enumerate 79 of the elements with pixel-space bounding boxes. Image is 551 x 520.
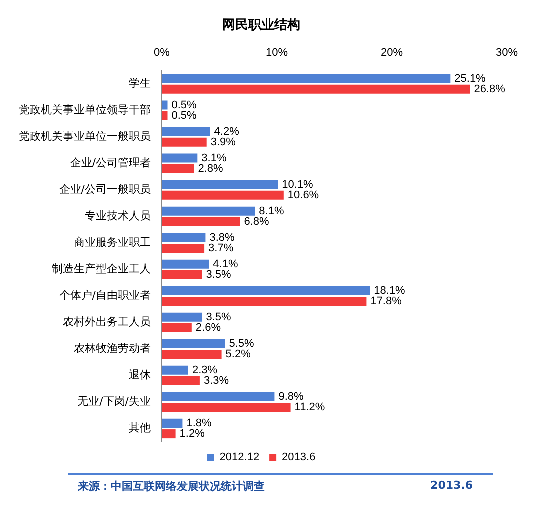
data-label: 3.7% xyxy=(208,242,234,254)
data-label: 2.3% xyxy=(192,364,218,376)
bar xyxy=(162,74,451,84)
y-tick-label: 党政机关事业单位领导干部 xyxy=(19,103,151,116)
data-label: 17.8% xyxy=(370,296,402,308)
data-label: 2.6% xyxy=(196,322,222,334)
y-tick-label: 制造生产型企业工人 xyxy=(52,262,151,276)
data-label: 10.6% xyxy=(288,189,320,202)
bar xyxy=(162,296,367,306)
bar xyxy=(162,270,202,280)
bar xyxy=(162,392,275,402)
bar xyxy=(162,376,200,386)
y-tick-label: 无业/下岗/失业 xyxy=(78,395,151,408)
y-tick-label: 农林牧渔劳动者 xyxy=(74,342,151,356)
y-tick-label: 企业/公司一般职员 xyxy=(59,182,151,196)
data-label: 3.8% xyxy=(210,232,235,244)
data-label: 3.3% xyxy=(204,375,230,388)
data-label: 3.9% xyxy=(210,136,236,148)
data-label: 25.1% xyxy=(454,72,486,85)
bar xyxy=(162,164,194,174)
data-label: 18.1% xyxy=(374,284,406,297)
y-tick-label: 党政机关事业单位一般职员 xyxy=(19,130,151,143)
bar xyxy=(162,244,205,253)
bar xyxy=(162,312,202,322)
legend-label: 2013.6 xyxy=(282,452,316,464)
data-label: 1.2% xyxy=(180,428,206,440)
y-tick-label: 个体户/自由职业者 xyxy=(59,289,151,302)
bar xyxy=(162,100,168,110)
x-tick-label: 10% xyxy=(266,47,288,60)
bar xyxy=(162,180,278,190)
bar xyxy=(162,217,240,226)
y-tick-label: 其他 xyxy=(129,422,151,435)
bar xyxy=(162,154,198,163)
bar xyxy=(162,339,226,348)
x-tick-label: 0% xyxy=(154,47,170,60)
y-tick-label: 退休 xyxy=(129,368,151,382)
data-label: 9.8% xyxy=(278,390,304,403)
bar xyxy=(162,350,222,360)
bar xyxy=(162,138,207,147)
x-tick-label: 30% xyxy=(496,47,518,60)
bar xyxy=(162,418,183,428)
data-label: 6.8% xyxy=(244,216,270,228)
data-label: 1.8% xyxy=(186,417,212,430)
bar xyxy=(162,206,256,216)
data-label: 26.8% xyxy=(474,83,506,96)
legend-label: 2012.12 xyxy=(220,452,260,464)
data-label: 0.5% xyxy=(172,99,198,112)
source-note: 来源：中国互联网络发展状况统计调查 xyxy=(78,479,265,494)
data-label: 10.1% xyxy=(282,178,314,191)
data-label: 11.2% xyxy=(294,402,326,414)
bar xyxy=(162,403,291,412)
bar xyxy=(162,127,210,136)
bar xyxy=(162,323,192,332)
bar xyxy=(162,190,284,200)
data-label: 4.1% xyxy=(213,258,238,270)
bar xyxy=(162,111,168,120)
y-tick-label: 企业/公司管理者 xyxy=(70,156,151,170)
data-label: 3.5% xyxy=(206,268,232,281)
bar xyxy=(162,430,176,439)
data-label: 5.2% xyxy=(226,348,252,361)
bar xyxy=(162,233,206,242)
chart-title: 网民职业结构 xyxy=(222,18,300,34)
y-tick-label: 专业技术人员 xyxy=(85,209,151,222)
text: 2013.6 xyxy=(430,479,473,494)
data-label: 2.8% xyxy=(198,162,224,175)
y-tick-label: 商业服务业职工 xyxy=(74,236,151,249)
y-tick-label: 学生 xyxy=(129,76,151,90)
x-tick-label: 20% xyxy=(380,47,404,60)
data-label: 5.5% xyxy=(229,338,255,350)
data-label: 4.2% xyxy=(214,126,240,138)
data-label: 3.5% xyxy=(206,311,232,324)
bar xyxy=(162,366,188,375)
data-label: 8.1% xyxy=(259,205,284,218)
bar xyxy=(162,286,370,296)
y-tick-label: 农村外出务工人员 xyxy=(63,316,151,329)
bar xyxy=(162,84,470,94)
bar xyxy=(162,260,210,269)
data-label: 3.1% xyxy=(202,152,227,164)
data-label: 0.5% xyxy=(172,110,198,122)
